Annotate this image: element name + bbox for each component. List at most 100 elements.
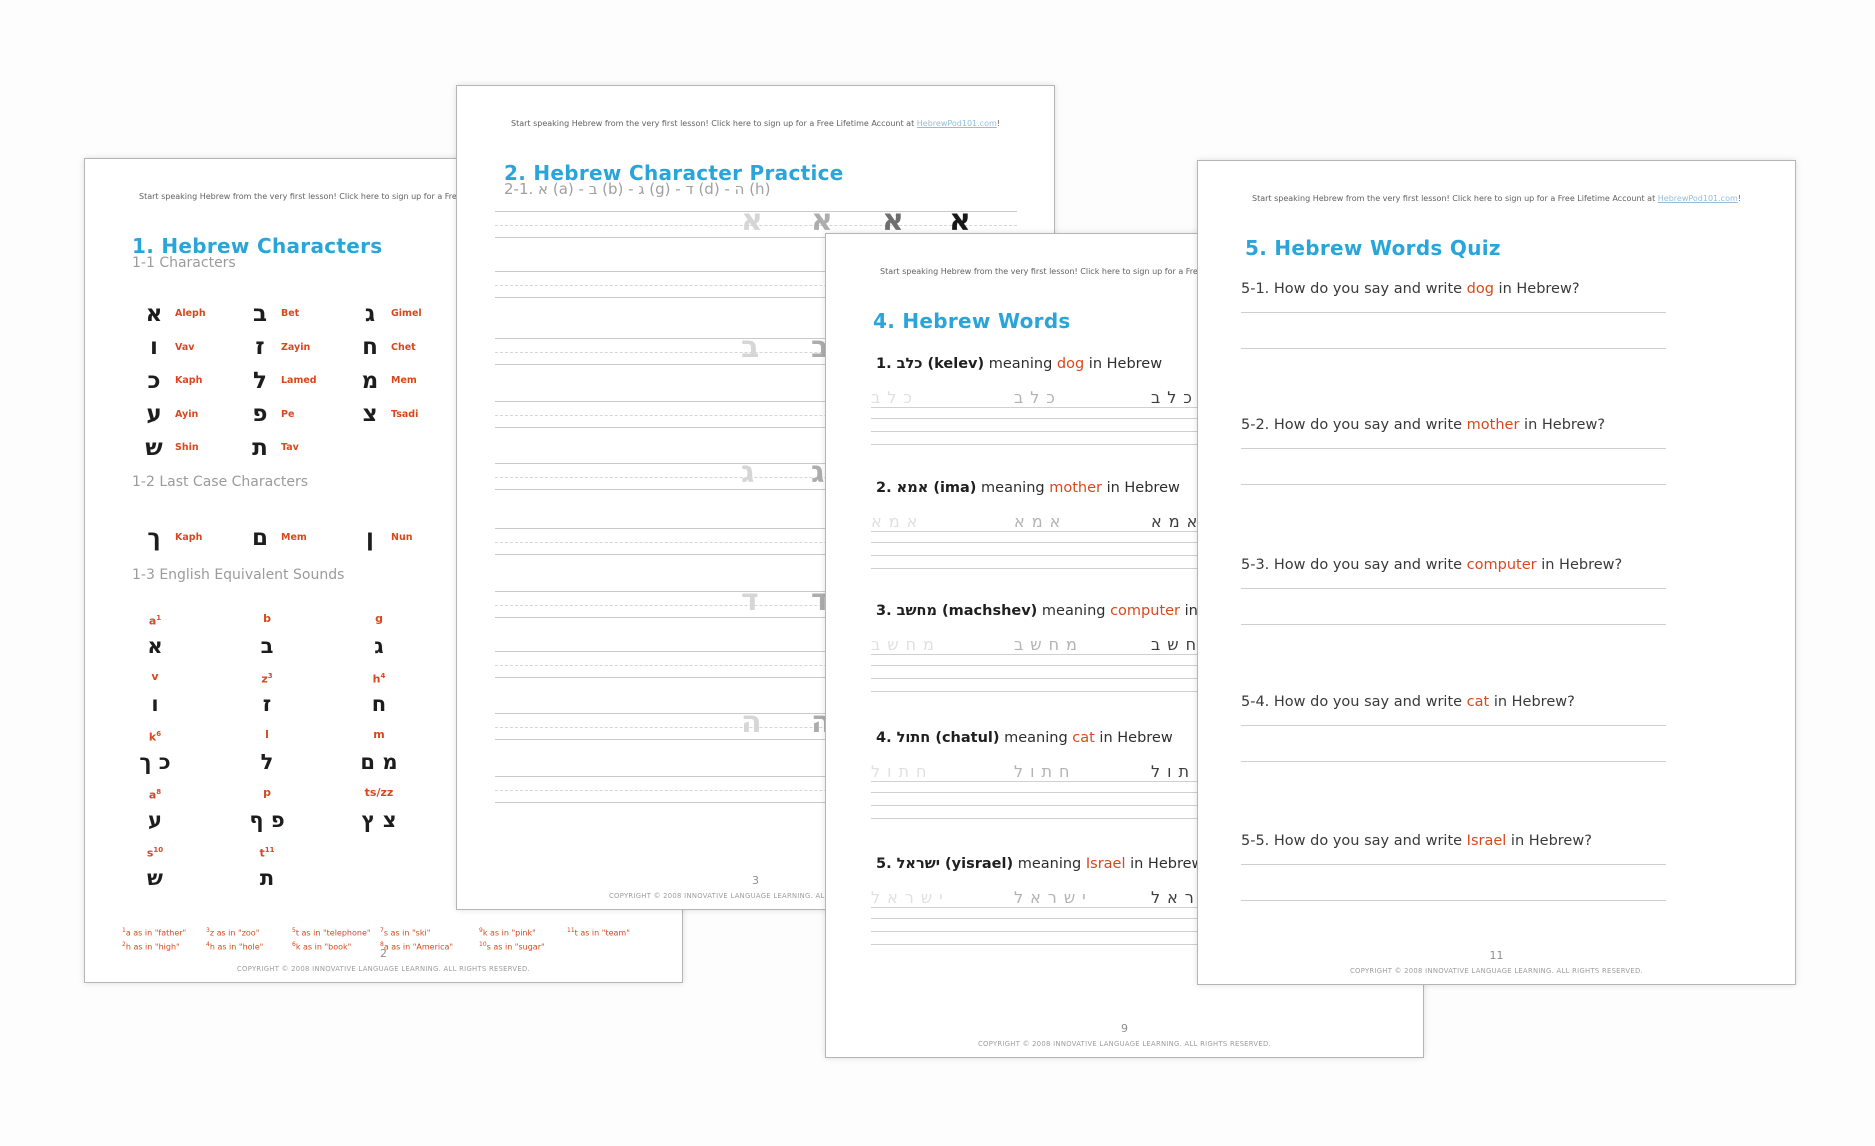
sound-characters: צ ץ bbox=[361, 808, 397, 832]
quiz-word: Israel bbox=[1466, 833, 1507, 849]
hebrew-character: ו bbox=[150, 334, 158, 361]
character-name: Shin bbox=[175, 442, 199, 454]
practice-letter: א bbox=[741, 203, 763, 238]
header-text-suffix: ! bbox=[1737, 194, 1741, 203]
sound-cell: l ל bbox=[211, 721, 323, 779]
practice-letter: ד bbox=[741, 583, 759, 618]
sound-characters: ש bbox=[147, 866, 163, 890]
sound-characters: ו bbox=[151, 692, 159, 716]
footnote: 11t as in "team" bbox=[567, 927, 630, 938]
footnote-column: 9k as in "pink" 10s as in "sugar" bbox=[479, 925, 567, 953]
practice-letter: ה bbox=[741, 705, 762, 740]
footnote: 4h as in "hole" bbox=[206, 941, 264, 952]
character-name: Mem bbox=[281, 532, 307, 544]
sound-label: z3 bbox=[261, 672, 273, 686]
page-title: 2. Hebrew Character Practice bbox=[504, 161, 844, 186]
footnote-column: 11t as in "team" bbox=[567, 925, 659, 953]
practice-letter: ד bbox=[811, 583, 829, 618]
hebrew-character: ת bbox=[252, 434, 268, 461]
traced-word: מחשב bbox=[871, 635, 941, 654]
traced-word: חתול bbox=[871, 762, 934, 781]
english-word: dog bbox=[1056, 356, 1085, 372]
character-name: Aleph bbox=[175, 308, 206, 320]
signup-link[interactable]: HebrewPod101.com bbox=[916, 119, 997, 128]
traced-word: מחשב bbox=[1014, 635, 1084, 654]
traced-word: אמא bbox=[871, 512, 925, 531]
header-text: Start speaking Hebrew from the very firs… bbox=[1252, 194, 1658, 203]
hebrew-character: מ bbox=[361, 367, 379, 394]
final-characters-grid: ך Kaph ם Mem ן Nun bbox=[140, 521, 472, 555]
sound-label: p bbox=[263, 786, 271, 799]
character-cell: ם Mem bbox=[246, 521, 356, 555]
footnote-column: 7s as in "ski" 8a as in "America" bbox=[380, 925, 479, 953]
character-cell: ך Kaph bbox=[140, 521, 246, 555]
character-name: Tav bbox=[281, 442, 299, 454]
word-item-heading: 5. ישראל (yisrael) meaning Israel in Heb… bbox=[876, 856, 1204, 872]
sound-cell: a8 ע bbox=[99, 779, 211, 837]
section-heading-last-case: 1-2 Last Case Characters bbox=[132, 474, 309, 490]
hebrew-character: כ bbox=[147, 367, 161, 394]
character-name: Gimel bbox=[391, 308, 422, 320]
sound-cell: v ו bbox=[99, 663, 211, 721]
word-item-heading: 1. כלב (kelev) meaning dog in Hebrew bbox=[876, 356, 1163, 372]
characters-grid: א Aleph ב Bet ג Gimel ו Vav ז Zayin ח Ch… bbox=[140, 297, 472, 465]
hebrew-character: ח bbox=[362, 334, 378, 361]
practice-letter: ב bbox=[741, 330, 760, 365]
practice-letter: ב bbox=[811, 330, 830, 365]
hebrew-character: ם bbox=[251, 524, 268, 551]
signup-header: Start speaking Hebrew from the very firs… bbox=[1206, 194, 1787, 203]
sound-characters: ת bbox=[259, 866, 275, 890]
hebrew-character: פ bbox=[252, 401, 268, 428]
character-name: Kaph bbox=[175, 532, 203, 544]
sound-cell: a1 א bbox=[99, 605, 211, 663]
sound-cell: b ב bbox=[211, 605, 323, 663]
header-text: Start speaking Hebrew from the very firs… bbox=[511, 119, 917, 128]
hebrew-character: ש bbox=[145, 434, 163, 461]
english-word: Israel bbox=[1085, 856, 1126, 872]
character-name: Ayin bbox=[175, 408, 199, 420]
sounds-grid: a1 א b ב g ג v ו z3 ז h4 ח k6 כ ך l ל m … bbox=[99, 605, 435, 895]
character-name: Vav bbox=[175, 341, 195, 353]
sound-characters: ז bbox=[262, 692, 272, 716]
hebrew-character: א bbox=[145, 300, 163, 327]
footnote: 10s as in "sugar" bbox=[479, 941, 545, 952]
character-cell: ג Gimel bbox=[356, 297, 472, 331]
character-name: Mem bbox=[391, 375, 417, 387]
sound-cell: t11 ת bbox=[211, 837, 323, 895]
signup-link[interactable]: HebrewPod101.com bbox=[1657, 194, 1738, 203]
sound-characters: א bbox=[147, 634, 163, 658]
hebrew-character: צ bbox=[362, 401, 378, 428]
word-item-heading: 2. אמא (ima) meaning mother in Hebrew bbox=[876, 480, 1180, 496]
footnote-column: 3z as in "zoo" 4h as in "hole" bbox=[206, 925, 292, 953]
page-title: 5. Hebrew Words Quiz bbox=[1245, 236, 1501, 261]
sound-label: a8 bbox=[148, 788, 162, 802]
hebrew-character: ב bbox=[252, 300, 268, 327]
hebrew-character: ך bbox=[147, 524, 161, 551]
page-number: 2 bbox=[380, 947, 387, 960]
sound-label: k6 bbox=[148, 730, 162, 744]
footnotes: 1a as in "father" 2h as in "high" 3z as … bbox=[122, 925, 659, 953]
sound-characters: ח bbox=[371, 692, 387, 716]
page-number: 11 bbox=[1489, 949, 1504, 962]
english-word: computer bbox=[1110, 603, 1181, 619]
english-word: mother bbox=[1049, 480, 1102, 496]
page-title: 4. Hebrew Words bbox=[873, 309, 1071, 334]
character-name: Nun bbox=[391, 532, 413, 544]
header-text-suffix: ! bbox=[996, 119, 1000, 128]
copyright-line: COPYRIGHT © 2008 INNOVATIVE LANGUAGE LEA… bbox=[609, 892, 902, 900]
sound-cell: p פ ף bbox=[211, 779, 323, 837]
quiz-word: mother bbox=[1466, 417, 1520, 433]
footnote: 9k as in "pink" bbox=[479, 927, 536, 938]
sound-label: m bbox=[373, 728, 385, 741]
sound-cell: s10 ש bbox=[99, 837, 211, 895]
sound-label: l bbox=[265, 728, 269, 741]
quiz-question: 5-4. How do you say and write cat in Heb… bbox=[1241, 694, 1575, 710]
worksheet-page-words-quiz: Start speaking Hebrew from the very firs… bbox=[1197, 160, 1796, 985]
quiz-question: 5-1. How do you say and write dog in Heb… bbox=[1241, 281, 1580, 297]
traced-word: כלב bbox=[871, 388, 919, 407]
sound-label: t11 bbox=[259, 846, 275, 860]
traced-word: אמא bbox=[1014, 512, 1068, 531]
quiz-word: computer bbox=[1466, 557, 1537, 573]
footnote: 6k as in "book" bbox=[292, 941, 352, 952]
character-cell: ל Lamed bbox=[246, 364, 356, 398]
